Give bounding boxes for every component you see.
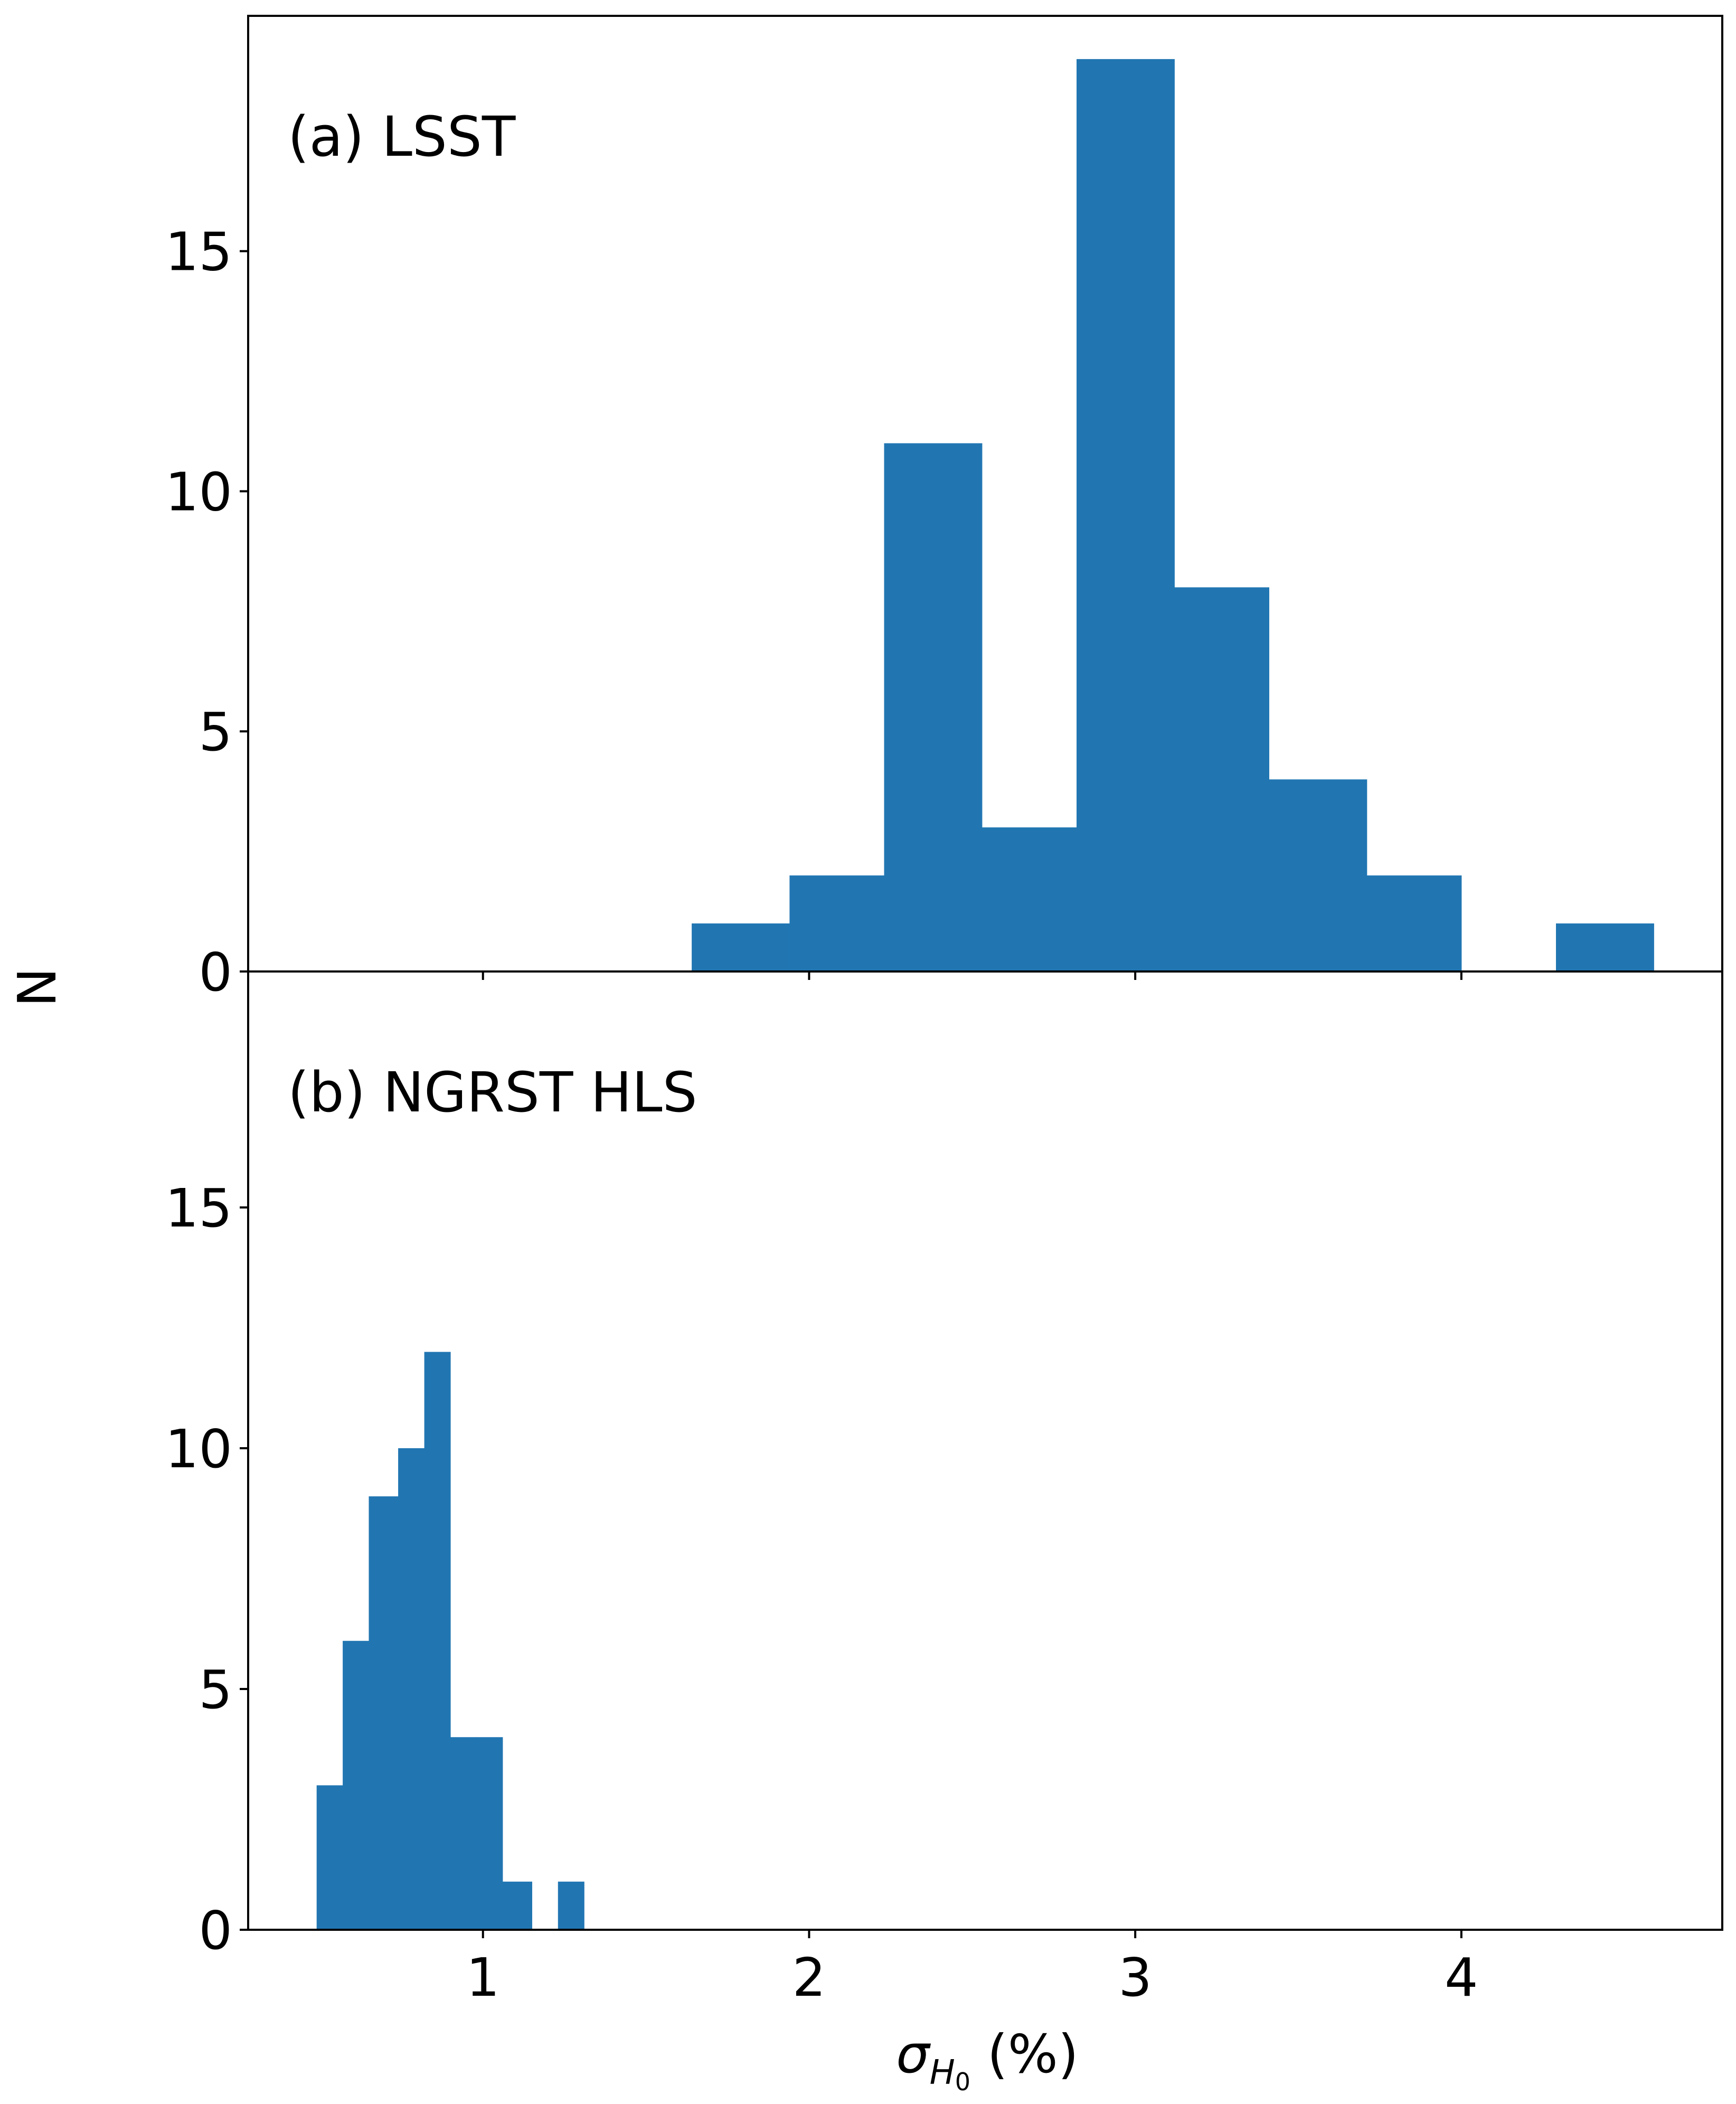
histogram-bar — [884, 443, 983, 971]
histogram-bar — [558, 1881, 584, 1930]
histogram-bar — [1366, 875, 1462, 971]
histogram-bar — [1174, 587, 1269, 971]
x-tick-label: 3 — [1118, 1947, 1152, 2008]
x-tick-label: 2 — [792, 1947, 826, 2008]
x-axis-label: σH0 (%) — [896, 2023, 1079, 2096]
panel-lsst: 0 5 10 15 (a) LSST — [165, 15, 1723, 1003]
y-tick-label: 10 — [165, 461, 232, 523]
histogram-bar — [1556, 923, 1654, 971]
histogram-bar — [692, 923, 790, 971]
y-tick-label: 0 — [199, 1900, 232, 1961]
y-tick-label: 5 — [199, 1659, 232, 1721]
histogram-bar — [1269, 779, 1367, 971]
x-tick-label: 1 — [466, 1947, 500, 2008]
histogram-bar — [316, 1785, 343, 1930]
histogram-bar — [450, 1737, 477, 1930]
histogram-bar — [789, 875, 885, 971]
histogram-bar — [502, 1881, 532, 1930]
histogram-bar — [398, 1448, 425, 1930]
plot-frame — [247, 970, 1723, 1931]
x-axis-label-subscript: H — [930, 2053, 955, 2092]
histogram-bar — [424, 1352, 451, 1930]
x-tick-label: 4 — [1445, 1947, 1478, 2008]
histogram-bar — [343, 1640, 370, 1930]
histogram-bar — [982, 827, 1077, 971]
panel-ngrst-hls: 0 5 10 15 1 2 3 4 (b) NGRST HLS — [165, 970, 1723, 2008]
y-tick-label: 15 — [165, 221, 232, 283]
panel-title: (b) NGRST HLS — [288, 1060, 697, 1125]
y-tick-label: 15 — [165, 1177, 232, 1239]
histogram-bar — [369, 1496, 399, 1930]
x-axis-label-suffix: (%) — [970, 2023, 1079, 2085]
panel-title: (a) LSST — [288, 105, 516, 169]
x-axis-label-symbol: σ — [896, 2023, 931, 2085]
x-axis-label-sub-subscript: 0 — [955, 2068, 970, 2096]
y-tick-label: 5 — [199, 701, 232, 763]
histogram-bar — [1077, 59, 1175, 971]
histogram-bar — [476, 1737, 503, 1930]
y-axis-label: N — [6, 968, 68, 1007]
y-tick-label: 0 — [199, 941, 232, 1003]
y-tick-label: 10 — [165, 1418, 232, 1480]
